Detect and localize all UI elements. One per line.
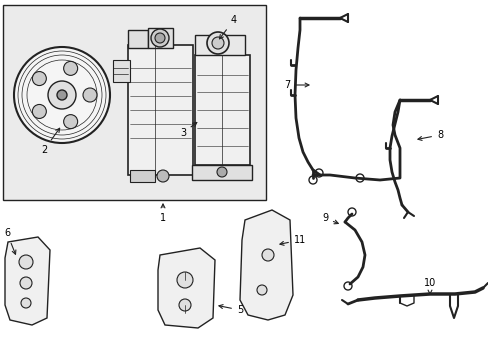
Circle shape: [212, 37, 224, 49]
Circle shape: [14, 47, 110, 143]
Bar: [130, 170, 155, 182]
Bar: [148, 28, 173, 48]
Text: 7: 7: [284, 80, 308, 90]
Circle shape: [177, 272, 193, 288]
Circle shape: [179, 299, 191, 311]
Circle shape: [155, 33, 164, 43]
Circle shape: [48, 81, 76, 109]
Bar: [192, 165, 251, 180]
Circle shape: [32, 104, 46, 118]
Circle shape: [83, 88, 97, 102]
Bar: [195, 35, 244, 55]
Circle shape: [32, 72, 46, 86]
Circle shape: [19, 255, 33, 269]
Circle shape: [206, 32, 228, 54]
Text: 9: 9: [321, 213, 338, 224]
Circle shape: [217, 167, 226, 177]
Bar: [3, 5, 265, 200]
Bar: [128, 30, 148, 48]
Circle shape: [63, 114, 78, 129]
Circle shape: [257, 285, 266, 295]
Bar: [128, 45, 193, 175]
Polygon shape: [5, 237, 50, 325]
Text: 1: 1: [160, 204, 166, 223]
Text: 6: 6: [4, 228, 16, 254]
Circle shape: [151, 29, 169, 47]
Polygon shape: [158, 248, 215, 328]
Circle shape: [57, 90, 67, 100]
Polygon shape: [240, 210, 292, 320]
Circle shape: [157, 170, 169, 182]
Circle shape: [63, 61, 78, 75]
Text: 4: 4: [219, 15, 237, 39]
Text: 10: 10: [423, 278, 435, 294]
Text: 2: 2: [41, 128, 60, 155]
Bar: [113, 60, 130, 82]
Circle shape: [20, 277, 32, 289]
Circle shape: [262, 249, 273, 261]
Text: 11: 11: [279, 235, 305, 245]
Text: 5: 5: [219, 305, 243, 315]
Text: 3: 3: [180, 122, 196, 138]
Circle shape: [21, 298, 31, 308]
Text: 8: 8: [417, 130, 442, 140]
Bar: [195, 55, 249, 165]
